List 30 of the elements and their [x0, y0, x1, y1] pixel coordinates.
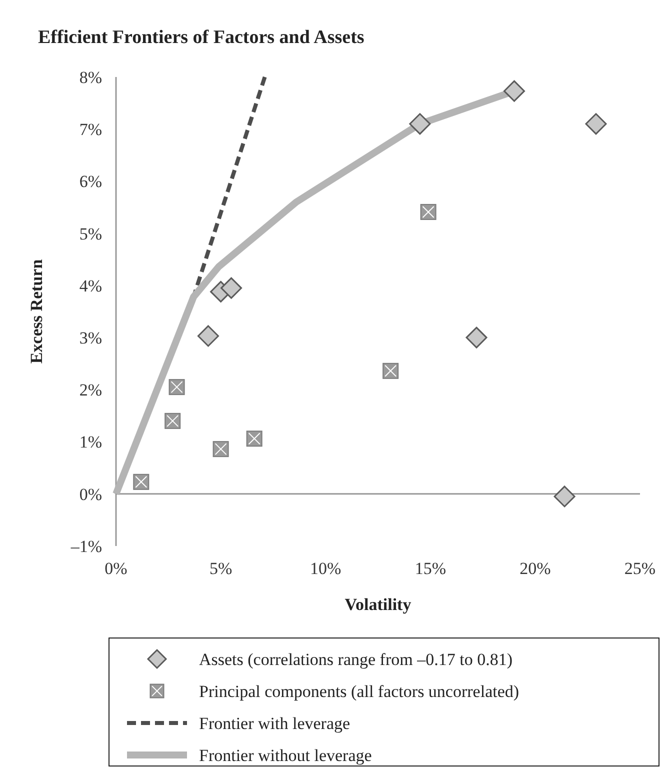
- point: [409, 113, 431, 135]
- x-tick-label: 25%: [624, 559, 656, 578]
- y-tick-label: –1%: [70, 536, 102, 556]
- chart-title: Efficient Frontiers of Factors and Assets: [38, 27, 364, 48]
- y-tick-label: 6%: [79, 172, 102, 192]
- x-tick-label: 20%: [520, 559, 551, 578]
- x-tick-label: 10%: [310, 559, 342, 578]
- legend-label: Frontier without leverage: [199, 746, 372, 765]
- legend-label: Principal components (all factors uncorrelated): [199, 682, 520, 701]
- y-tick-label: 5%: [79, 224, 102, 244]
- point: [466, 326, 488, 348]
- point: [503, 80, 525, 102]
- point: [220, 277, 242, 299]
- point: [554, 486, 576, 508]
- y-tick-label: 8%: [79, 68, 102, 87]
- x-tick-label: 0%: [104, 559, 128, 578]
- legend-label: Assets (correlations range from –0.17 to 0.81): [199, 650, 512, 669]
- x-tick-label: 15%: [414, 559, 446, 578]
- y-tick-label: 3%: [79, 328, 102, 348]
- point: [585, 113, 607, 135]
- y-tick-label: 0%: [79, 484, 102, 504]
- x-tick-label: 5%: [209, 559, 232, 578]
- y-tick-label: 2%: [79, 380, 102, 400]
- y-tick-label: 7%: [79, 120, 102, 140]
- point: [197, 325, 219, 347]
- x-axis-title: Volatility: [344, 595, 412, 614]
- y-tick-label: 4%: [79, 276, 102, 296]
- y-axis-title: Excess Return: [27, 258, 46, 364]
- y-tick-label: 1%: [79, 432, 102, 452]
- legend-label: Frontier with leverage: [199, 714, 350, 733]
